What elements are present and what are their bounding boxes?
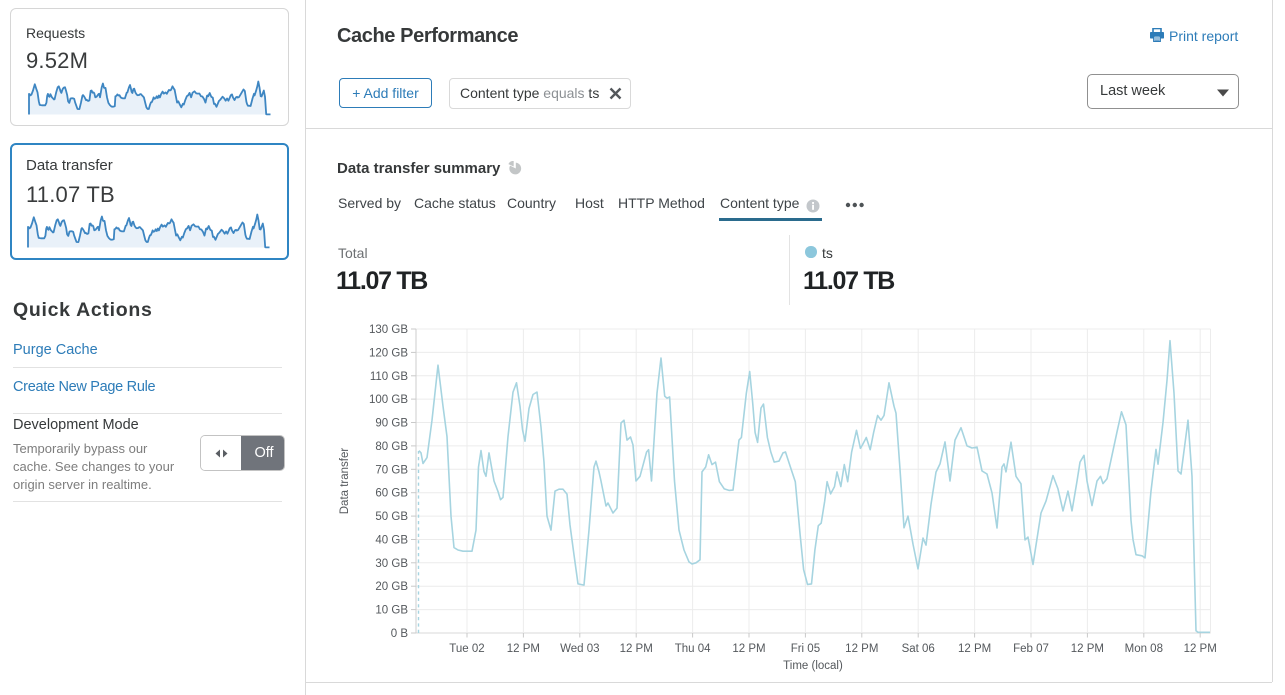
svg-text:12 PM: 12 PM <box>1184 643 1217 655</box>
svg-text:10 GB: 10 GB <box>375 605 408 617</box>
svg-text:Fri 05: Fri 05 <box>791 643 820 655</box>
svg-text:110 GB: 110 GB <box>370 371 408 383</box>
svg-text:12 PM: 12 PM <box>845 643 878 655</box>
svg-text:30 GB: 30 GB <box>375 558 408 570</box>
svg-text:0 B: 0 B <box>391 628 409 640</box>
svg-text:100 GB: 100 GB <box>369 394 408 406</box>
svg-text:90 GB: 90 GB <box>375 418 408 430</box>
svg-text:12 PM: 12 PM <box>507 643 540 655</box>
svg-text:20 GB: 20 GB <box>375 581 408 593</box>
svg-text:Thu 04: Thu 04 <box>675 643 711 655</box>
svg-text:Tue 02: Tue 02 <box>449 643 484 655</box>
svg-text:12 PM: 12 PM <box>620 643 653 655</box>
svg-text:Time (local): Time (local) <box>783 660 843 672</box>
svg-text:120 GB: 120 GB <box>369 347 408 359</box>
svg-text:40 GB: 40 GB <box>375 535 408 547</box>
svg-text:Wed 03: Wed 03 <box>560 643 599 655</box>
svg-text:80 GB: 80 GB <box>375 441 408 453</box>
svg-text:60 GB: 60 GB <box>375 488 408 500</box>
svg-text:Sat 06: Sat 06 <box>902 643 935 655</box>
svg-text:70 GB: 70 GB <box>375 464 408 476</box>
svg-text:12 PM: 12 PM <box>958 643 991 655</box>
svg-text:12 PM: 12 PM <box>732 643 765 655</box>
svg-text:Feb 07: Feb 07 <box>1013 643 1049 655</box>
svg-text:50 GB: 50 GB <box>375 511 408 523</box>
svg-text:12 PM: 12 PM <box>1071 643 1104 655</box>
svg-text:Mon 08: Mon 08 <box>1125 643 1163 655</box>
svg-text:Data transfer: Data transfer <box>339 448 351 515</box>
svg-text:130 GB: 130 GB <box>369 324 408 336</box>
